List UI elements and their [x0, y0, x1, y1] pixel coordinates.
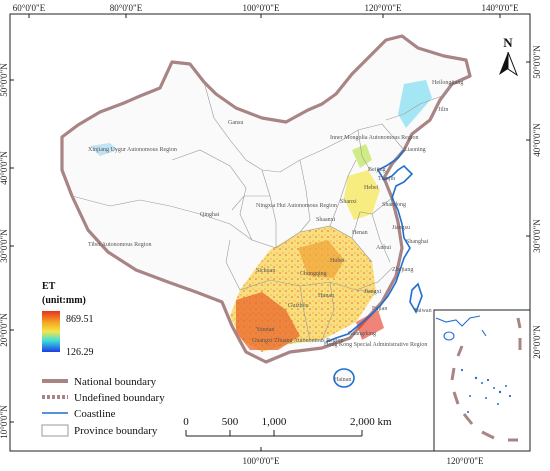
- legend-national-boundary-label: National boundary: [74, 376, 157, 388]
- top-tick-120e: 120°0'0"E: [365, 3, 402, 13]
- province-label-shanxi: Shanxi: [340, 199, 357, 205]
- top-tick-80e: 80°0'0"E: [110, 3, 143, 13]
- province-label-jilin: Jilin: [438, 107, 448, 113]
- province-label-zhejiang: Zhejiang: [392, 267, 413, 273]
- et-color-ramp: [42, 311, 60, 352]
- bottom-tick-100e: 100°0'0"E: [243, 456, 280, 466]
- province-label-qinghai: Qinghai: [200, 212, 220, 218]
- province-label-anhui: Anhui: [376, 245, 391, 251]
- province-label-shanghai: Shanghai: [406, 239, 429, 245]
- right-tick-20n: 20°0'0"N: [532, 325, 542, 359]
- province-label-henan: Henan: [352, 230, 368, 236]
- province-label-guangdong: Guangdong: [348, 331, 376, 337]
- province-label-beijing: Beijing: [368, 167, 386, 173]
- province-label-liaoning: Liaoning: [404, 147, 426, 153]
- right-tick-50n: 50°0'0"N: [532, 45, 542, 79]
- taiwan-island: [409, 282, 423, 314]
- et-raster: [90, 80, 432, 352]
- north-label: N: [503, 35, 513, 50]
- province-label-tianjin: Tianjin: [378, 176, 395, 182]
- et-legend-min: 126.29: [66, 347, 94, 358]
- province-label-heilongjiang: Heilongjiang: [432, 80, 463, 86]
- inset-dashed-boundary: [450, 317, 522, 442]
- scale-bar: [185, 430, 363, 437]
- province-label-jiangxi: Jiangxi: [364, 289, 382, 295]
- top-tick-60e: 60°0'0"E: [13, 3, 46, 13]
- province-label-sichuan: Sichuan: [256, 268, 275, 274]
- legend-province-boundary-swatch: [41, 424, 69, 437]
- province-label-hubei: Hubei: [330, 258, 345, 264]
- legend-province-boundary-label: Province boundary: [74, 425, 158, 437]
- left-tick-20n: 20°0'0"N: [0, 313, 9, 347]
- north-arrow-icon: [499, 51, 519, 77]
- province-label-guizhou: Guizhou: [288, 303, 309, 309]
- inset-islands: [460, 368, 512, 413]
- province-label-jiangsu: Jiangsu: [392, 225, 410, 231]
- left-tick-10n: 10°0'0"N: [0, 405, 9, 439]
- south-china-sea-inset: [433, 309, 531, 452]
- province-label-shaanxi: Shaanxi: [316, 217, 336, 223]
- et-legend-max: 869.51: [66, 314, 94, 325]
- province-label-fujian: Fujian: [372, 306, 387, 312]
- et-legend-unit: (unit:mm): [42, 295, 86, 306]
- province-label-xinjiang: Xinjiang Uygur Autonomous Region: [88, 147, 177, 153]
- et-legend-title: ET: [42, 281, 56, 292]
- province-label-hebei: Hebei: [364, 185, 379, 191]
- scale-label-0: 0: [183, 416, 189, 428]
- right-tick-40n: 40°0'0"N: [532, 123, 542, 157]
- inset-coastline: [435, 315, 487, 341]
- scale-label-500: 500: [222, 416, 239, 428]
- province-label-hongkong-macao: Hong Kong Special Administrative Region: [324, 342, 427, 348]
- province-label-chongqing: Chongqing: [300, 271, 327, 277]
- scale-label-1000: 1,000: [262, 416, 287, 428]
- province-label-hainan: Hainan: [334, 377, 351, 383]
- province-label-taiwan: Taiwan: [414, 308, 432, 314]
- province-label-inner-mongolia: Inner Mongolia Autonomous Region: [330, 135, 419, 141]
- province-label-shandong: Shandong: [382, 202, 406, 208]
- province-label-ningxia: Ningxia Hui Autonomous Region: [256, 203, 337, 209]
- legend-undefined-boundary-label: Undefined boundary: [74, 392, 165, 404]
- top-tick-140e: 140°0'0"E: [482, 3, 519, 13]
- bottom-tick-120e: 120°0'0"E: [447, 456, 484, 466]
- province-label-guangxi: Guangxi Zhuang Autonomous Region: [252, 338, 344, 344]
- top-tick-100e: 100°0'0"E: [243, 3, 280, 13]
- scale-label-2000: 2,000 km: [350, 416, 392, 428]
- province-label-gansu: Gansu: [228, 120, 243, 126]
- legend-coastline-label: Coastline: [74, 408, 116, 420]
- coastline: [325, 149, 414, 343]
- left-tick-50n: 50°0'0"N: [0, 63, 9, 97]
- province-boundaries: [71, 81, 453, 341]
- province-label-hunan: Hunan: [318, 293, 334, 299]
- hainan-island: [333, 368, 355, 388]
- right-tick-30n: 30°0'0"N: [532, 219, 542, 253]
- left-tick-40n: 40°0'0"N: [0, 151, 9, 185]
- left-tick-30n: 30°0'0"N: [0, 229, 9, 263]
- province-label-yunnan: Yunnan: [256, 327, 274, 333]
- province-label-tibet: Tibet Autonomous Region: [88, 242, 151, 248]
